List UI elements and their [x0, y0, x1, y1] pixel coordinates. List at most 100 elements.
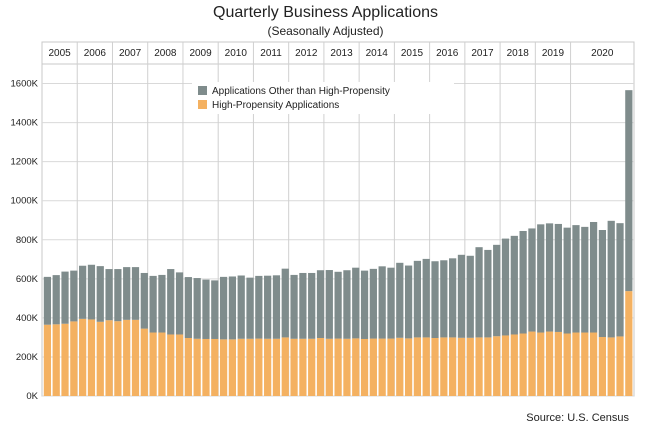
chart-title: Quarterly Business Applications — [213, 4, 438, 21]
bar-high-propensity — [501, 335, 510, 396]
bar-other-applications — [61, 271, 69, 324]
bar-other-applications — [237, 275, 245, 339]
bar-high-propensity — [352, 338, 360, 396]
bar-high-propensity — [422, 337, 430, 396]
year-label: 2010 — [225, 48, 248, 59]
y-tick-label: 1000K — [11, 196, 39, 207]
bar-other-applications — [158, 274, 166, 333]
bar-other-applications — [87, 264, 96, 320]
bar-high-propensity — [202, 338, 210, 396]
bar-other-applications — [219, 276, 228, 340]
bar-high-propensity — [457, 337, 466, 396]
y-tick-label: 1400K — [11, 118, 39, 129]
bar-other-applications — [528, 228, 536, 332]
bar-other-applications — [352, 267, 360, 339]
bar-high-propensity — [281, 337, 289, 396]
bar-high-propensity — [396, 337, 404, 396]
bar-high-propensity — [616, 336, 624, 396]
bar-high-propensity — [589, 332, 598, 396]
bar-high-propensity — [79, 318, 87, 396]
bar-other-applications — [616, 223, 624, 337]
bar-other-applications — [167, 269, 175, 335]
bar-other-applications — [316, 270, 325, 338]
bar-high-propensity — [404, 338, 413, 396]
bar-high-propensity — [264, 338, 272, 396]
chart-subtitle: (Seasonally Adjusted) — [267, 24, 384, 38]
bar-other-applications — [96, 266, 104, 322]
bar-other-applications — [572, 225, 580, 333]
bar-other-applications — [545, 223, 554, 332]
bar-high-propensity — [484, 337, 492, 396]
bar-other-applications — [404, 265, 413, 339]
chart-canvas: 0K 200K 400K 600K 800K 1000K 1200K 1400K 1600K 20… — [11, 41, 635, 402]
bar-other-applications — [501, 238, 510, 336]
bar-other-applications — [299, 272, 307, 339]
bar-high-propensity — [572, 332, 580, 396]
bar-high-propensity — [219, 339, 228, 396]
bar-high-propensity — [334, 338, 342, 396]
bar-high-propensity — [449, 337, 457, 396]
year-label: 2018 — [507, 48, 530, 59]
legend-swatch-hpa — [198, 100, 207, 109]
year-label: 2011 — [260, 48, 282, 59]
bar-high-propensity — [431, 337, 439, 396]
y-tick-label: 400K — [16, 313, 39, 324]
bar-other-applications — [510, 235, 518, 335]
bar-high-propensity — [228, 339, 237, 396]
y-tick-label: 1200K — [11, 157, 39, 168]
bar-other-applications — [228, 276, 237, 340]
bar-other-applications — [625, 90, 633, 292]
bar-other-applications — [413, 260, 422, 338]
bar-high-propensity — [387, 338, 395, 396]
bar-other-applications — [475, 247, 483, 338]
bar-high-propensity — [563, 333, 571, 396]
bar-high-propensity — [184, 337, 192, 396]
year-label: 2020 — [591, 48, 614, 59]
bar-other-applications — [175, 272, 184, 335]
bar-high-propensity — [246, 338, 254, 396]
bar-high-propensity — [140, 328, 148, 396]
y-tick-label: 800K — [16, 235, 39, 246]
bar-other-applications — [325, 270, 333, 339]
bar-high-propensity — [211, 338, 219, 396]
bar-high-propensity — [466, 337, 474, 396]
legend: Applications Other than High-Propensity … — [192, 82, 454, 114]
bar-other-applications — [440, 260, 448, 338]
bar-other-applications — [457, 254, 466, 338]
bar-other-applications — [140, 272, 148, 329]
bar-high-propensity — [96, 321, 104, 396]
y-tick-label: 200K — [16, 352, 39, 363]
bar-other-applications — [537, 224, 545, 333]
bar-high-propensity — [149, 332, 157, 396]
bar-high-propensity — [325, 338, 333, 396]
bar-other-applications — [334, 271, 342, 339]
bar-high-propensity — [413, 337, 422, 396]
bar-other-applications — [114, 269, 122, 322]
bar-other-applications — [589, 221, 598, 333]
bar-high-propensity — [290, 338, 298, 396]
bar-other-applications — [519, 230, 527, 334]
year-label: 2016 — [436, 48, 459, 59]
bar-high-propensity — [545, 331, 554, 396]
bar-high-propensity — [167, 334, 175, 396]
bar-other-applications — [396, 262, 404, 338]
bar-high-propensity — [114, 321, 122, 396]
bar-high-propensity — [316, 337, 325, 396]
year-label: 2014 — [366, 48, 389, 59]
bar-high-propensity — [158, 332, 166, 396]
bar-other-applications — [343, 270, 351, 339]
bar-other-applications — [255, 275, 263, 339]
bar-high-propensity — [175, 334, 184, 396]
legend-label-hpa: High-Propensity Applications — [212, 100, 339, 111]
bar-high-propensity — [493, 336, 501, 396]
bar-high-propensity — [607, 337, 615, 396]
bar-other-applications — [422, 258, 430, 338]
year-label: 2006 — [84, 48, 107, 59]
bar-other-applications — [202, 279, 210, 339]
year-label: 2005 — [48, 48, 71, 59]
bar-other-applications — [105, 269, 113, 321]
year-label: 2009 — [189, 48, 212, 59]
bar-other-applications — [308, 272, 316, 339]
bar-high-propensity — [554, 331, 562, 396]
legend-swatch-other — [198, 86, 207, 95]
